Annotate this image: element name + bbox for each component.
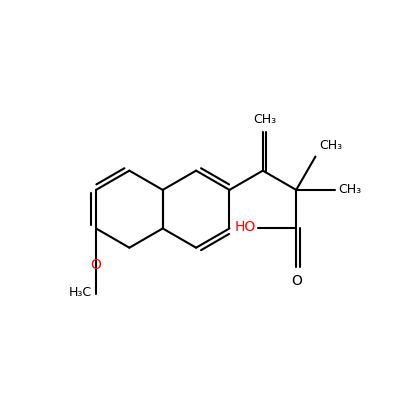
- Text: HO: HO: [234, 220, 256, 234]
- Text: O: O: [291, 274, 302, 288]
- Text: O: O: [90, 258, 102, 272]
- Text: CH₃: CH₃: [253, 113, 276, 126]
- Text: CH₃: CH₃: [338, 184, 362, 196]
- Text: CH₃: CH₃: [319, 139, 342, 152]
- Text: H₃C: H₃C: [69, 286, 92, 299]
